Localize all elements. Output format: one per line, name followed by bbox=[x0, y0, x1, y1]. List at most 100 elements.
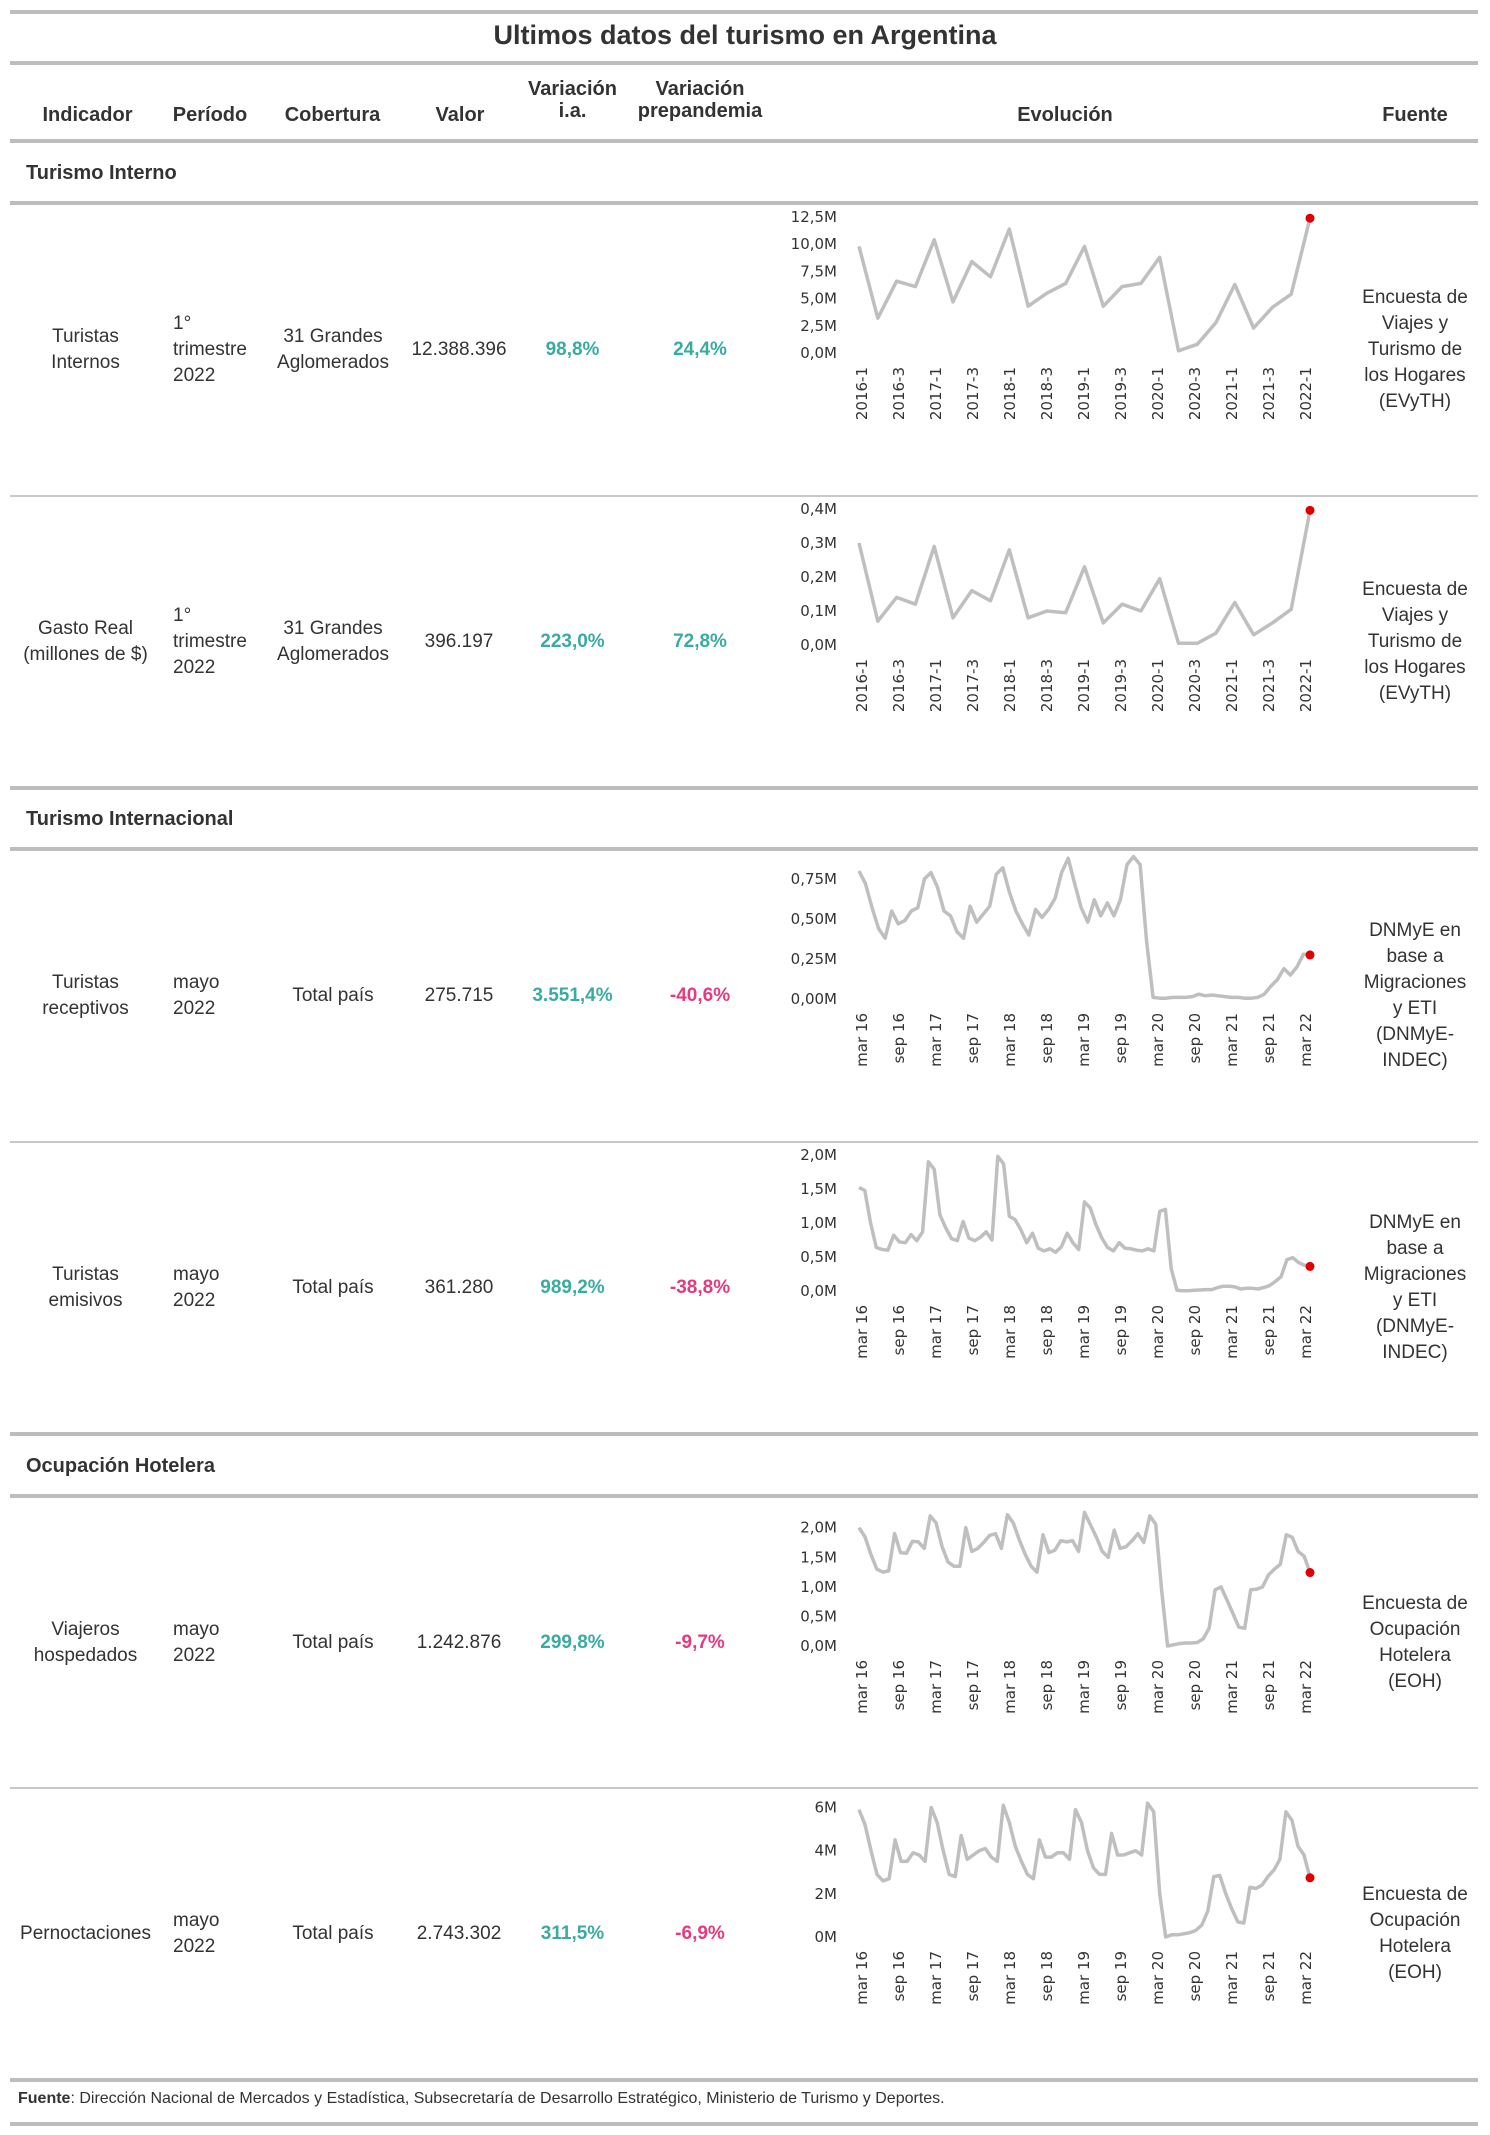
x-tick-label: mar 16 bbox=[853, 1013, 871, 1067]
fuente-line: los Hogares bbox=[1364, 657, 1466, 678]
header-variacion-ia-line1: Variación bbox=[528, 78, 617, 100]
cell-var_ia: 311,5% bbox=[515, 1789, 630, 2079]
var_pre-value: -6,9% bbox=[675, 1923, 725, 1944]
x-tick-label: 2021-3 bbox=[1260, 659, 1278, 712]
x-tick-label: sep 17 bbox=[964, 1305, 982, 1355]
x-tick-label: sep 20 bbox=[1186, 1305, 1204, 1355]
cobertura-text: 31 Grandes Aglomerados bbox=[277, 324, 389, 376]
x-tick-label: 2016-1 bbox=[853, 659, 871, 712]
cell-indicador: Turistas receptivos bbox=[8, 851, 163, 1141]
x-tick-label: 2018-3 bbox=[1038, 367, 1056, 420]
y-tick-label: 0,3M bbox=[800, 534, 837, 552]
cell-var_pre: -9,7% bbox=[630, 1498, 770, 1788]
header-variacion-pre-line2: prepandemia bbox=[637, 100, 763, 122]
y-tick-label: 7,5M bbox=[800, 262, 837, 280]
x-tick-label: 2018-1 bbox=[1001, 659, 1019, 712]
var_ia-value: 311,5% bbox=[540, 1923, 605, 1944]
indicador-line: Viajeros bbox=[51, 1619, 120, 1640]
x-tick-label: mar 20 bbox=[1149, 1660, 1167, 1714]
x-tick-label: 2016-3 bbox=[890, 659, 908, 712]
x-tick-label: mar 19 bbox=[1075, 1013, 1093, 1067]
fuente-line: (DNMyE- bbox=[1375, 1024, 1455, 1045]
indicador-line: (millones de $) bbox=[23, 644, 148, 665]
fuente-line: INDEC) bbox=[1382, 1342, 1448, 1363]
cell-valor: 12.388.396 bbox=[400, 205, 518, 495]
section-title-turismo-interno: Turismo Interno bbox=[26, 162, 177, 184]
fuente-line: Turismo de bbox=[1367, 339, 1463, 360]
periodo-text: mayo 2022 bbox=[173, 1617, 219, 1669]
cobertura-text: Total país bbox=[292, 1275, 373, 1301]
evolution-chart: 0,0M 0,5M 1,0M 1,5M 2,0M mar 16 sep 16 mar 17 se… bbox=[790, 1498, 1350, 1788]
y-tick-label: 0,0M bbox=[800, 1282, 837, 1300]
x-tick-label: sep 17 bbox=[964, 1951, 982, 2001]
y-tick-label: 0,2M bbox=[800, 568, 837, 586]
cell-indicador: Turistas Internos bbox=[8, 205, 163, 495]
cell-valor: 275.715 bbox=[400, 851, 518, 1141]
x-tick-label: sep 16 bbox=[890, 1660, 908, 1710]
indicador-line: hospedados bbox=[33, 1645, 138, 1666]
cobertura-text: 31 Grandes Aglomerados bbox=[277, 616, 389, 668]
last-data-point bbox=[1305, 1873, 1315, 1883]
x-tick-label: mar 17 bbox=[927, 1660, 945, 1714]
title-rule bbox=[10, 61, 1478, 65]
x-tick-label: 2021-3 bbox=[1260, 367, 1278, 420]
header-variacion-prepandemia: Variación prepandemia bbox=[630, 78, 770, 122]
cobertura-line: 31 Grandes bbox=[283, 618, 383, 639]
series-line bbox=[858, 1154, 1311, 1293]
section-end-rule bbox=[10, 786, 1478, 790]
periodo-line: mayo bbox=[173, 1619, 220, 1640]
cell-var_pre: 72,8% bbox=[630, 497, 770, 787]
var_pre-value: -38,8% bbox=[669, 1277, 731, 1298]
x-tick-label: sep 18 bbox=[1038, 1305, 1056, 1355]
line-chart: 0,00M 0,25M 0,50M 0,75M mar 16 sep 16 mar 17 se… bbox=[791, 854, 1315, 1067]
x-tick-label: 2019-3 bbox=[1112, 367, 1130, 420]
cell-periodo: mayo 2022 bbox=[173, 851, 268, 1141]
indicador-line: Turistas bbox=[52, 326, 119, 347]
periodo-line: 2022 bbox=[173, 657, 216, 678]
var_ia-value: 223,0% bbox=[540, 631, 605, 652]
line-chart: 0,0M 0,5M 1,0M 1,5M 2,0M mar 16 sep 16 mar 17 se… bbox=[800, 1146, 1315, 1359]
cell-valor: 396.197 bbox=[400, 497, 518, 787]
section-rule-internacional bbox=[10, 847, 1478, 851]
cobertura-text: Total país bbox=[292, 1630, 373, 1656]
indicador-line: emisivos bbox=[48, 1290, 123, 1311]
cobertura-line: Total país bbox=[292, 1277, 374, 1298]
fuente-line: Viajes y bbox=[1381, 605, 1449, 626]
indicador-text: Turistas Internos bbox=[51, 324, 120, 376]
fuente-text: DNMyE en base a Migraciones y ETI (DNMyE- IND… bbox=[1364, 1210, 1466, 1366]
fuente-line: Hotelera bbox=[1379, 1936, 1451, 1957]
x-tick-label: mar 18 bbox=[1001, 1305, 1019, 1359]
x-tick-label: 2017-3 bbox=[964, 659, 982, 712]
row-divider bbox=[10, 1787, 1478, 1789]
x-tick-label: 2017-1 bbox=[927, 659, 945, 712]
cell-valor: 2.743.302 bbox=[400, 1789, 518, 2079]
y-tick-label: 0,75M bbox=[791, 870, 837, 888]
fuente-text: Encuesta de Ocupación Hotelera (EOH) bbox=[1362, 1591, 1468, 1695]
y-tick-label: 0,0M bbox=[800, 1637, 837, 1655]
fuente-line: y ETI bbox=[1392, 1290, 1438, 1311]
cell-valor: 361.280 bbox=[400, 1143, 518, 1433]
fuente-line: Migraciones bbox=[1363, 1264, 1467, 1285]
x-tick-label: mar 17 bbox=[927, 1951, 945, 2005]
last-data-point bbox=[1305, 213, 1315, 223]
x-tick-label: sep 21 bbox=[1260, 1660, 1278, 1710]
fuente-line: INDEC) bbox=[1382, 1050, 1448, 1071]
fuente-line: Hotelera bbox=[1379, 1645, 1451, 1666]
evolution-chart: 0,0M 0,1M 0,2M 0,3M 0,4M 2016-1 2016-3 2017-1 20… bbox=[790, 497, 1350, 787]
periodo-line: 1° bbox=[173, 605, 192, 626]
x-tick-label: sep 21 bbox=[1260, 1951, 1278, 2001]
x-tick-label: mar 21 bbox=[1223, 1660, 1241, 1714]
indicador-line: receptivos bbox=[42, 998, 129, 1019]
y-tick-label: 0M bbox=[815, 1928, 838, 1946]
var_pre-value: -9,7% bbox=[675, 1632, 725, 1653]
table-row: Gasto Real (millones de $) 1° trimestre 2022… bbox=[0, 497, 1490, 787]
cell-periodo: 1° trimestre 2022 bbox=[173, 205, 268, 495]
header-variacion-pre-line1: Variación bbox=[655, 78, 745, 100]
y-tick-label: 4M bbox=[815, 1842, 838, 1860]
cell-var_ia: 98,8% bbox=[515, 205, 630, 495]
header-fuente: Fuente bbox=[1382, 104, 1448, 126]
var_ia-value: 98,8% bbox=[545, 339, 600, 360]
last-data-point bbox=[1305, 1568, 1315, 1578]
x-tick-label: mar 18 bbox=[1001, 1951, 1019, 2005]
x-tick-label: sep 16 bbox=[890, 1013, 908, 1063]
